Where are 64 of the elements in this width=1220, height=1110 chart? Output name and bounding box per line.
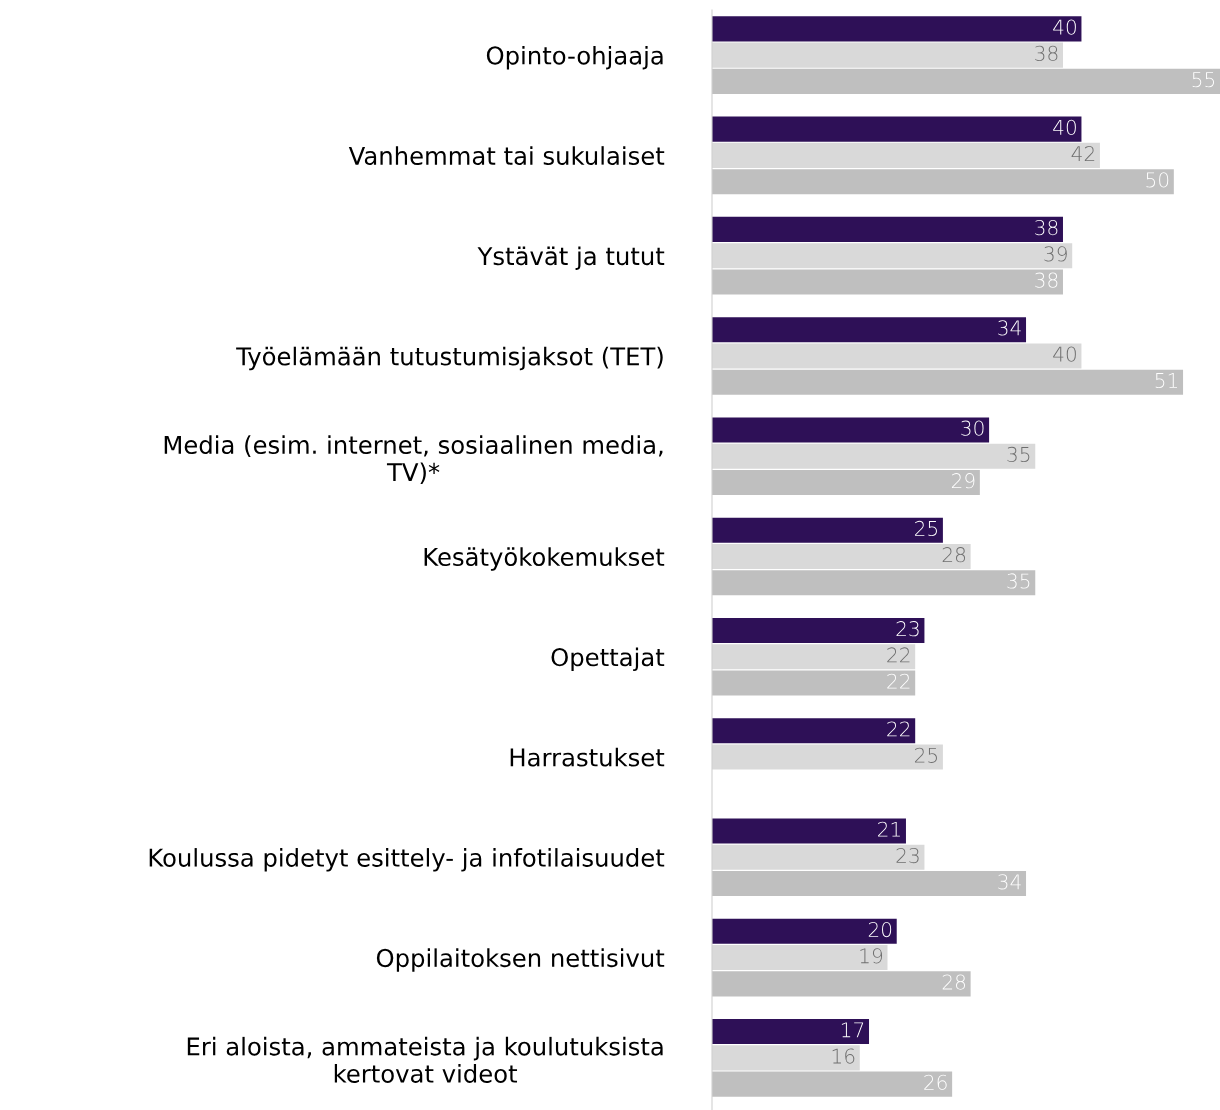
bar: [712, 269, 1063, 295]
data-label: 23: [896, 847, 919, 864]
bar: [712, 617, 925, 644]
data-label: 21: [878, 821, 900, 837]
y-tick-label: Ystävät ja tutut: [477, 246, 665, 270]
y-tick-label: Media (esim. internet, sosiaalinen media, TV)*: [164, 435, 663, 485]
bar: [712, 1019, 870, 1045]
y-tick-label: Koulussa pidetyt esittely- ja infotilaisuudet: [149, 848, 665, 872]
data-label: 16: [832, 1048, 855, 1064]
bar: [712, 317, 1027, 343]
data-label: 25: [914, 747, 937, 763]
data-label: 40: [1053, 346, 1076, 362]
bar: [712, 918, 897, 944]
bar: [712, 116, 1082, 142]
data-label: 20: [868, 921, 892, 938]
data-label: 19: [860, 948, 883, 964]
data-label: 17: [841, 1022, 864, 1038]
bar: [712, 216, 1063, 242]
data-label: 38: [1035, 272, 1058, 288]
data-label: 50: [1146, 172, 1169, 188]
y-tick-label: Oppilaitoksen nettisivut: [376, 948, 665, 972]
y-tick-label: Kesätyökokemukset: [424, 547, 665, 571]
data-label: 38: [1035, 220, 1058, 236]
data-label: 29: [951, 473, 975, 489]
data-label: 22: [887, 647, 910, 663]
data-label: 35: [1007, 573, 1030, 589]
bar: [712, 871, 1027, 897]
data-label: 51: [1155, 373, 1178, 389]
data-label: 38: [1035, 45, 1058, 61]
bar: [712, 517, 943, 543]
bar: [712, 469, 980, 496]
bar: [712, 670, 916, 696]
bar: [712, 169, 1174, 195]
data-label: 55: [1192, 72, 1215, 88]
y-tick-label: Eri aloista, ammateista ja koulutuksista kertovat videot: [187, 1036, 663, 1083]
data-label: 22: [887, 721, 910, 737]
data-label: 28: [942, 547, 966, 563]
data-label: 28: [942, 974, 966, 990]
bar: [712, 369, 1184, 395]
data-label: 34: [998, 320, 1021, 336]
bar: [712, 16, 1082, 42]
data-label: 35: [1007, 446, 1030, 463]
bar: [712, 1071, 953, 1097]
y-tick-label: Harrastukset: [510, 747, 665, 767]
data-label: 34: [998, 874, 1021, 890]
y-tick-label: Opettajat: [551, 647, 665, 672]
data-label: 40: [1053, 19, 1076, 35]
bar: [712, 68, 1220, 94]
data-label: 22: [887, 673, 910, 689]
data-label: 25: [914, 520, 937, 537]
data-label: 39: [1044, 246, 1067, 262]
bar: [712, 818, 906, 844]
data-label: 30: [961, 420, 984, 436]
data-label: 23: [896, 621, 919, 637]
data-label: 40: [1053, 119, 1076, 135]
data-label: 26: [924, 1074, 947, 1090]
y-tick-label: Opinto-ohjaaja: [486, 45, 663, 70]
y-tick-label: Työelämään tutustumisjaksot (TET): [236, 346, 663, 371]
data-label: 42: [1071, 146, 1095, 161]
bar: [712, 718, 916, 744]
bar: [712, 971, 971, 997]
y-tick-label: Vanhemmat tai sukulaiset: [348, 146, 665, 165]
bar: [712, 417, 990, 443]
bar: [712, 570, 1036, 596]
